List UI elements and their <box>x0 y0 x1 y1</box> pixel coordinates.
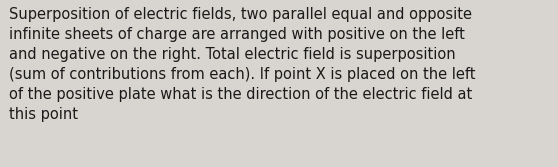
Text: Superposition of electric fields, two parallel equal and opposite
infinite sheet: Superposition of electric fields, two pa… <box>9 7 475 122</box>
